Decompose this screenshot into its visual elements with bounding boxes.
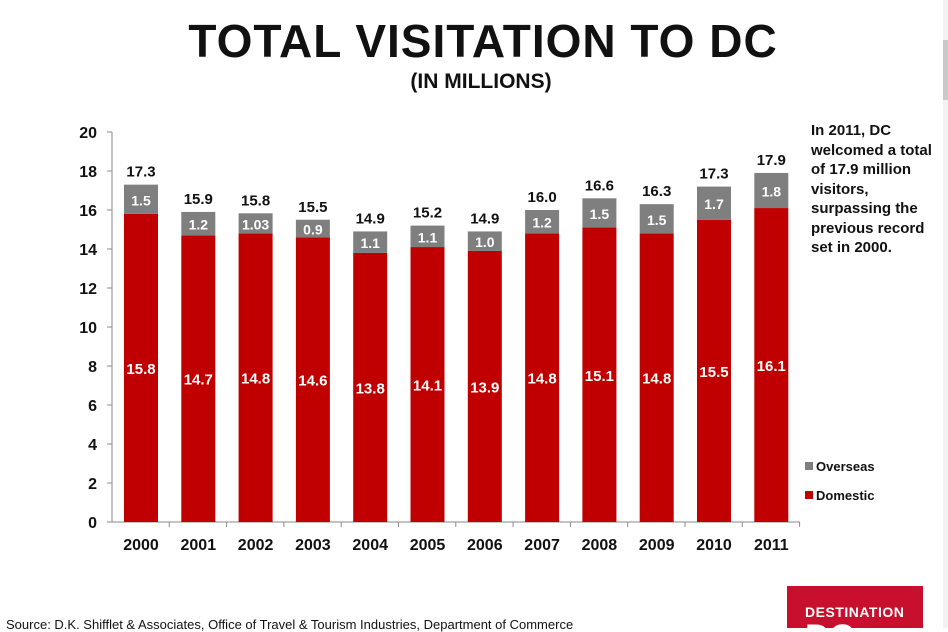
bar-domestic — [754, 208, 789, 523]
data-label-total: 17.3 — [699, 166, 728, 183]
logo-big-text: DC — [805, 620, 854, 628]
x-tick-label: 2004 — [352, 537, 388, 554]
data-label-overseas: 1.2 — [532, 215, 552, 231]
legend-swatch — [805, 462, 813, 470]
bar-overseas — [238, 213, 273, 234]
data-label-overseas: 1.0 — [475, 234, 495, 250]
x-tick-label: 2008 — [582, 537, 618, 554]
data-label-total: 15.8 — [241, 192, 270, 209]
data-label-total: 16.0 — [527, 189, 556, 206]
legend-swatch — [805, 491, 813, 499]
y-tick-label: 16 — [79, 203, 97, 220]
bar-domestic — [353, 252, 388, 522]
bar-overseas — [467, 231, 502, 251]
bar-domestic — [295, 237, 330, 523]
bar-domestic — [238, 233, 273, 522]
legend-label: Overseas — [816, 459, 875, 474]
data-label-total: 17.9 — [757, 152, 786, 169]
bar-domestic — [582, 227, 617, 523]
bar-domestic — [124, 213, 158, 522]
data-label-domestic: 16.1 — [757, 358, 786, 375]
source-note: Source: D.K. Shifflet & Associates, Offi… — [6, 617, 574, 632]
x-tick-label: 2003 — [295, 537, 331, 554]
data-label-total: 15.5 — [298, 199, 327, 216]
y-tick-label: 14 — [79, 242, 97, 259]
bar-overseas — [697, 186, 731, 220]
data-label-domestic: 13.9 — [470, 379, 499, 396]
bar-overseas — [124, 184, 158, 214]
y-tick-label: 12 — [79, 281, 97, 298]
x-tick-label: 2006 — [467, 537, 503, 554]
data-label-total: 16.3 — [642, 183, 671, 200]
data-label-overseas: 1.5 — [590, 206, 610, 222]
data-label-domestic: 14.1 — [413, 378, 442, 395]
y-tick-label: 10 — [79, 320, 97, 337]
data-label-domestic: 14.8 — [527, 371, 556, 388]
x-tick-label: 2001 — [181, 537, 217, 554]
x-tick-label: 2009 — [639, 537, 675, 554]
vertical-scrollbar[interactable] — [943, 0, 948, 628]
bar-overseas — [410, 225, 445, 248]
data-label-overseas: 1.5 — [131, 192, 151, 208]
bar-domestic — [410, 247, 445, 523]
y-tick-label: 4 — [88, 437, 97, 454]
data-label-overseas: 1.2 — [189, 217, 209, 233]
data-label-domestic: 14.8 — [642, 371, 671, 388]
x-tick-label: 2000 — [123, 537, 159, 554]
data-label-overseas: 1.8 — [762, 184, 782, 200]
y-tick-label: 0 — [88, 515, 97, 532]
destination-dc-logo: DESTINATION DC — [787, 586, 923, 628]
y-tick-label: 2 — [88, 476, 97, 493]
x-tick-label: 2005 — [410, 537, 446, 554]
data-label-total: 15.9 — [184, 191, 213, 208]
data-label-domestic: 14.7 — [184, 372, 213, 389]
data-label-domestic: 14.6 — [298, 373, 327, 390]
bar-overseas — [639, 204, 674, 234]
chart-subtitle: (IN MILLIONS) — [410, 70, 552, 93]
y-tick-label: 18 — [79, 164, 97, 181]
data-label-domestic: 15.8 — [126, 361, 155, 378]
data-label-overseas: 1.1 — [418, 229, 438, 245]
legend-label: Domestic — [816, 488, 875, 503]
logo-text: DESTINATION — [805, 604, 905, 620]
bar-overseas — [754, 172, 789, 209]
data-label-overseas: 1.5 — [647, 212, 667, 228]
bar-overseas — [582, 198, 617, 228]
bar-domestic — [697, 219, 731, 522]
data-label-total: 14.9 — [470, 210, 499, 227]
data-label-overseas: 1.03 — [242, 216, 269, 232]
data-label-total: 14.9 — [356, 210, 385, 227]
data-label-overseas: 1.1 — [360, 235, 380, 251]
scrollbar-thumb[interactable] — [943, 40, 948, 100]
data-label-overseas: 1.7 — [704, 196, 724, 212]
data-label-domestic: 15.5 — [699, 364, 728, 381]
x-tick-label: 2002 — [238, 537, 274, 554]
bar-overseas — [525, 210, 560, 234]
x-tick-label: 2007 — [524, 537, 560, 554]
bar-domestic — [181, 235, 216, 522]
bar-overseas — [353, 231, 388, 253]
data-label-total: 16.6 — [585, 177, 614, 194]
data-label-total: 15.2 — [413, 205, 442, 222]
y-tick-label: 6 — [88, 398, 97, 415]
data-label-domestic: 13.8 — [356, 380, 385, 397]
data-label-domestic: 15.1 — [585, 368, 614, 385]
chart-title: TOTAL VISITATION TO DC — [188, 15, 778, 67]
bar-overseas — [295, 219, 330, 238]
bar-overseas — [181, 211, 216, 236]
x-tick-label: 2010 — [696, 537, 732, 554]
bar-domestic — [467, 250, 502, 522]
data-label-domestic: 14.8 — [241, 371, 270, 388]
bar-domestic — [639, 233, 674, 522]
data-label-overseas: 0.9 — [303, 222, 323, 238]
y-tick-label: 8 — [88, 359, 97, 376]
y-tick-label: 20 — [79, 125, 97, 142]
bar-domestic — [525, 233, 560, 522]
x-tick-label: 2011 — [754, 537, 789, 554]
annotation-text: In 2011, DC welcomed a total of 17.9 mil… — [811, 122, 932, 256]
data-label-total: 17.3 — [126, 164, 155, 181]
